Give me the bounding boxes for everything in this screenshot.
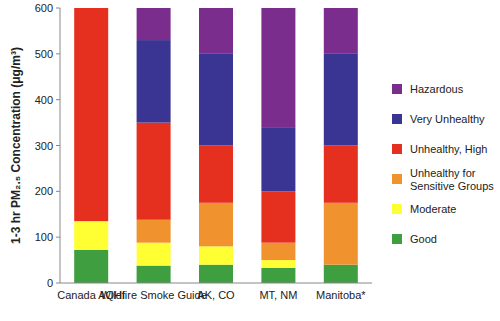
bar-segment [199, 146, 233, 203]
x-axis [60, 283, 372, 284]
y-tick [56, 99, 60, 100]
bar-segment [137, 123, 171, 220]
y-tick-label: 600 [35, 2, 53, 14]
bar-segment [199, 8, 233, 54]
bar-segment [324, 8, 358, 54]
x-tick-label: MT, NM [259, 289, 297, 301]
y-tick [56, 191, 60, 192]
legend-swatch [392, 234, 402, 244]
legend-swatch [392, 204, 402, 214]
bar-segment [137, 243, 171, 266]
bar-segment [199, 203, 233, 247]
bar-segment [199, 265, 233, 283]
bar-segment [324, 54, 358, 146]
legend-label: Good [410, 233, 437, 245]
bar-segment [137, 40, 171, 123]
bar-segment [137, 220, 171, 243]
bars [74, 8, 358, 283]
legend-label: Very Unhealthy [410, 113, 485, 125]
y-tick-label: 500 [35, 48, 53, 60]
bar-segment [199, 54, 233, 146]
bar-segment [74, 250, 108, 283]
bar-segment [261, 127, 295, 191]
bar-segment [261, 8, 295, 127]
legend-swatch [392, 114, 402, 124]
bar-segment [324, 265, 358, 283]
legend-label: Moderate [410, 203, 456, 215]
y-tick-label: 300 [35, 140, 53, 152]
legend-swatch [392, 84, 402, 94]
bar-segment [74, 221, 108, 250]
bar-segment [261, 243, 295, 260]
y-tick-label: 100 [35, 231, 53, 243]
bar-segment [74, 8, 108, 221]
legend-label: Unhealthy forSensitive Groups [410, 167, 494, 192]
chart: 0 100 200 300 400 500 600 1-3 hr PM₂.₅ Concentr… [0, 0, 500, 321]
bar-segment [324, 146, 358, 203]
legend-swatch [392, 144, 402, 154]
y-tick-label: 200 [35, 185, 53, 197]
bar-segment [137, 266, 171, 283]
bar-segment [324, 203, 358, 265]
bar-segment [74, 8, 108, 9]
bar-segment [74, 8, 108, 9]
y-tick-label: 0 [47, 277, 53, 289]
y-axis [60, 8, 61, 283]
bar-segment [261, 260, 295, 268]
y-tick [56, 145, 60, 146]
x-tick-label: AK, CO [197, 289, 235, 301]
bar-segment [261, 191, 295, 242]
y-tick [56, 8, 60, 9]
bar-segment [199, 246, 233, 264]
y-tick-label: 400 [35, 94, 53, 106]
legend-label: Hazardous [410, 83, 464, 95]
x-tick-label: Wildfire Smoke Guide [100, 289, 206, 301]
y-tick [56, 237, 60, 238]
legend-swatch [392, 174, 402, 184]
bar-segment [261, 268, 295, 283]
legend-label: Unhealthy, High [410, 143, 487, 155]
y-tick [56, 283, 60, 284]
x-tick-label: Manitoba* [316, 289, 366, 301]
y-axis-label: 1-3 hr PM₂.₅ Concentration (μg/m³) [9, 47, 23, 244]
y-tick [56, 53, 60, 54]
bar-segment [137, 8, 171, 40]
